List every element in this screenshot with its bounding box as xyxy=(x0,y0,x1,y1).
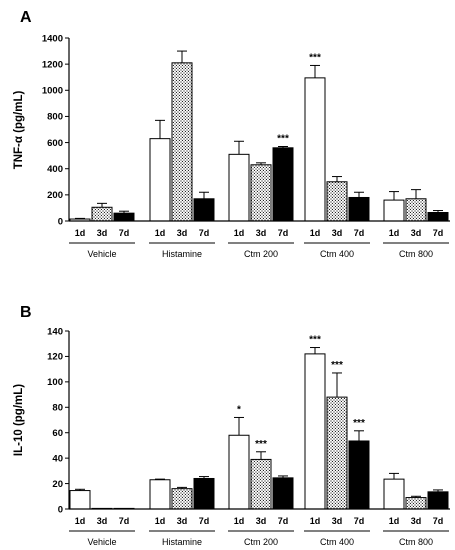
y-tick-label: 400 xyxy=(47,164,63,175)
day-label: 7d xyxy=(119,228,130,238)
y-tick-label: 1200 xyxy=(42,59,63,70)
y-tick-label: 1400 xyxy=(42,33,63,44)
day-label: 3d xyxy=(97,228,108,238)
group-label: Vehicle xyxy=(87,249,116,259)
day-label: 3d xyxy=(332,516,343,526)
day-label: 3d xyxy=(411,516,422,526)
group-label: Ctm 800 xyxy=(399,249,433,259)
bar xyxy=(304,353,326,510)
bar xyxy=(383,478,405,510)
group-label: Histamine xyxy=(162,249,202,259)
y-tick-label: 120 xyxy=(47,352,63,363)
panel-label: B xyxy=(20,304,32,321)
significance-marker: * xyxy=(237,404,241,415)
significance-marker: *** xyxy=(331,360,343,371)
bar xyxy=(69,490,91,510)
bar xyxy=(427,491,449,510)
bar xyxy=(405,497,427,510)
bar xyxy=(250,164,272,222)
bar xyxy=(348,440,370,510)
significance-marker: *** xyxy=(309,335,321,346)
y-tick-label: 60 xyxy=(52,428,63,439)
bar xyxy=(171,488,193,510)
bar xyxy=(193,477,215,510)
y-tick-label: 0 xyxy=(58,504,63,515)
group-label: Histamine xyxy=(162,537,202,547)
bar xyxy=(348,196,370,222)
day-label: 7d xyxy=(119,516,130,526)
y-tick-label: 140 xyxy=(47,326,63,337)
bar xyxy=(405,198,427,222)
day-label: 1d xyxy=(234,516,245,526)
group-label: Ctm 800 xyxy=(399,537,433,547)
y-tick-label: 600 xyxy=(47,138,63,149)
day-label: 7d xyxy=(278,228,289,238)
y-tick-label: 800 xyxy=(47,112,63,123)
day-label: 1d xyxy=(234,228,245,238)
y-tick-label: 100 xyxy=(47,377,63,388)
day-label: 3d xyxy=(177,228,188,238)
day-label: 3d xyxy=(97,516,108,526)
significance-marker: *** xyxy=(309,52,321,63)
bar xyxy=(272,477,294,510)
day-label: 1d xyxy=(155,228,166,238)
day-label: 3d xyxy=(177,516,188,526)
y-axis-label: TNF-α (pg/mL) xyxy=(13,91,25,170)
y-tick-label: 1000 xyxy=(42,86,63,97)
day-label: 1d xyxy=(389,228,400,238)
tnf-alpha-chart: A TNF-α (pg/mL) 0 200 400 600 800 1000 1200 1400 1… xyxy=(13,9,450,259)
day-label: 1d xyxy=(75,516,86,526)
day-label: 1d xyxy=(75,228,86,238)
il-10-chart: B IL-10 (pg/mL) 0 20 40 60 80 100 120 140 1d 3d 7d Ve… xyxy=(13,304,450,547)
y-tick-label: 40 xyxy=(52,453,63,464)
day-label: 3d xyxy=(256,228,267,238)
bar xyxy=(228,153,250,222)
day-label: 1d xyxy=(310,228,321,238)
day-label: 1d xyxy=(310,516,321,526)
day-label: 7d xyxy=(433,228,444,238)
bar xyxy=(250,458,272,510)
bar xyxy=(193,198,215,222)
bar xyxy=(149,479,171,510)
bar xyxy=(149,138,171,222)
day-label: 7d xyxy=(199,228,210,238)
bar xyxy=(304,77,326,222)
bar xyxy=(171,62,193,222)
day-label: 1d xyxy=(155,516,166,526)
bar xyxy=(326,181,348,222)
day-label: 1d xyxy=(389,516,400,526)
significance-marker: *** xyxy=(255,439,267,450)
y-tick-label: 0 xyxy=(58,216,63,227)
y-axis-label: IL-10 (pg/mL) xyxy=(13,384,25,456)
group-label: Ctm 400 xyxy=(320,249,354,259)
significance-marker: *** xyxy=(277,133,289,144)
day-label: 3d xyxy=(411,228,422,238)
bar xyxy=(272,147,294,222)
day-label: 7d xyxy=(278,516,289,526)
panel-label: A xyxy=(20,9,32,26)
significance-marker: *** xyxy=(353,418,365,429)
day-label: 7d xyxy=(354,228,365,238)
group-label: Ctm 200 xyxy=(244,537,278,547)
bar xyxy=(113,212,135,222)
bar xyxy=(228,434,250,510)
day-label: 3d xyxy=(256,516,267,526)
day-label: 7d xyxy=(354,516,365,526)
day-label: 7d xyxy=(433,516,444,526)
day-label: 7d xyxy=(199,516,210,526)
bar xyxy=(91,206,113,222)
y-tick-label: 80 xyxy=(52,403,63,414)
bar xyxy=(326,396,348,510)
y-tick-label: 20 xyxy=(52,479,63,490)
y-tick-label: 200 xyxy=(47,190,63,201)
bar xyxy=(427,212,449,222)
bar xyxy=(383,199,405,222)
group-label: Ctm 400 xyxy=(320,537,354,547)
group-label: Vehicle xyxy=(87,537,116,547)
day-label: 3d xyxy=(332,228,343,238)
group-label: Ctm 200 xyxy=(244,249,278,259)
